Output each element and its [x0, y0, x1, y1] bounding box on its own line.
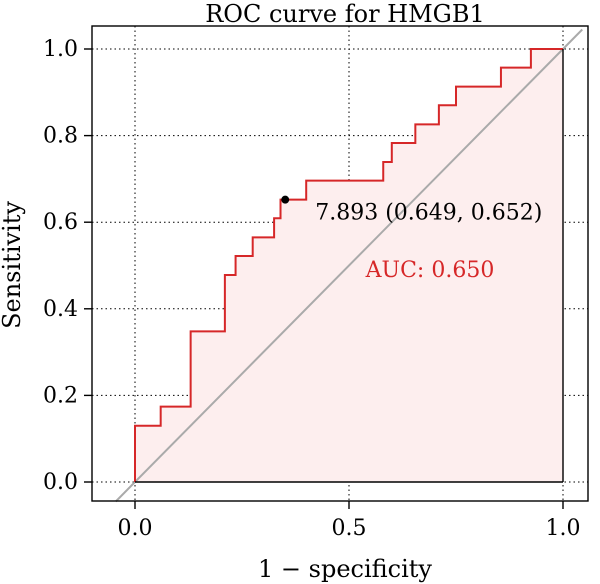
cutoff-label: 7.893 (0.649, 0.652) [315, 201, 542, 226]
x-tick-label: 0.5 [332, 516, 367, 541]
y-tick-label: 1.0 [43, 37, 78, 62]
y-tick-label: 0.6 [43, 210, 78, 235]
plot-frame [91, 25, 589, 502]
roc-curve [134, 48, 563, 482]
reference-diagonal [115, 28, 583, 503]
y-tick-label: 0.4 [43, 297, 78, 322]
x-tick-label: 0.0 [118, 516, 153, 541]
auc-label: AUC: 0.650 [365, 258, 495, 283]
x-tick-label: 1.0 [546, 516, 581, 541]
cutoff-point [281, 195, 290, 204]
y-tick-label: 0.2 [43, 383, 78, 408]
y-tick-label: 0.8 [43, 124, 78, 149]
chart-title: ROC curve for HMGB1 [205, 0, 485, 28]
y-tick-label: 0.0 [43, 470, 78, 495]
y-axis-label: Sensitivity [0, 201, 26, 329]
x-axis-label: 1 − specificity [258, 555, 432, 583]
